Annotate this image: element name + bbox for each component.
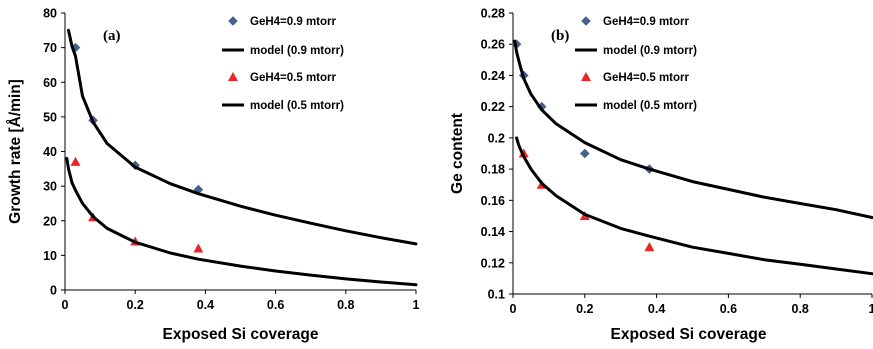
y-axis-title: Growth rate [Å/min]	[7, 79, 24, 224]
y-tick-label: 0.14	[481, 225, 505, 239]
y-tick-label: 80	[43, 7, 57, 21]
x-tick-label: 0.6	[720, 302, 737, 316]
chart-panel-b: 0.1 0.12 0.14 0.16 0.18 0.2 0.22 0.24 0.26 0.28 0 0…	[449, 7, 873, 343]
y-tick-label: 0.24	[481, 69, 505, 83]
series-1	[513, 39, 873, 219]
legend-entry: model (0.5 mtorr)	[250, 100, 344, 112]
model-curve	[513, 39, 873, 219]
y-tick-label: 10	[43, 249, 57, 263]
y-tick-label: 0	[50, 284, 57, 298]
x-tick-label: 0	[510, 302, 517, 316]
series-1	[67, 28, 418, 246]
model-curve	[67, 28, 418, 246]
y-tick-label: 0.18	[481, 163, 505, 177]
panel-label: (b)	[551, 28, 569, 44]
data-point-triangle	[644, 242, 655, 252]
y-tick-label: 30	[43, 180, 57, 194]
data-point-triangle	[193, 243, 204, 253]
x-tick-label: 1	[413, 298, 420, 312]
y-axis-title: Ge content	[449, 113, 466, 194]
x-tick-label: 0.6	[267, 298, 284, 312]
x-tick-label: 0.2	[127, 298, 144, 312]
x-tick-label: 0	[62, 298, 69, 312]
data-point-triangle	[70, 156, 81, 166]
legend-entry: GeH4=0.9 mtorr	[250, 16, 336, 28]
y-tick-label: 0.26	[481, 38, 505, 52]
legend-diamond-marker	[581, 16, 591, 26]
legend: GeH4=0.9 mtorr model (0.9 mtorr) GeH4=0.5 …	[222, 16, 344, 112]
x-tick-label: 0.2	[576, 302, 593, 316]
y-tick-label: 0.28	[481, 7, 505, 21]
series-2	[70, 156, 204, 253]
series-3	[65, 156, 418, 287]
legend: GeH4=0.9 mtorr model (0.9 mtorr) GeH4=0.5 …	[575, 16, 697, 112]
legend-entry: model (0.9 mtorr)	[603, 45, 697, 57]
x-axis-title: Exposed Si coverage	[611, 326, 767, 343]
y-tick-label: 0.2	[488, 131, 505, 145]
y-tick-label: 0.22	[481, 100, 505, 114]
y-tick-label: 60	[43, 76, 57, 90]
legend-entry: model (0.9 mtorr)	[250, 45, 344, 57]
legend-entry: GeH4=0.5 mtorr	[603, 72, 689, 84]
legend-diamond-marker	[228, 16, 238, 26]
chart-panel-a: 0 10 20 30 40 50 60 70 80 0 0.2 0.4 0.6 0.8 1 Exposed S…	[7, 7, 420, 344]
model-curve	[515, 136, 873, 276]
legend-entry: GeH4=0.9 mtorr	[603, 16, 689, 28]
y-tick-label: 0.16	[481, 194, 505, 208]
y-tick-label: 70	[43, 41, 57, 55]
series-3	[515, 136, 873, 276]
x-tick-label: 1	[869, 302, 873, 316]
y-tick-label: 0.12	[481, 256, 505, 270]
y-tick-label: 20	[43, 214, 57, 228]
x-tick-label: 0.4	[648, 302, 665, 316]
x-tick-label: 0.8	[337, 298, 354, 312]
panel-label: (a)	[103, 28, 121, 44]
legend-entry: GeH4=0.5 mtorr	[250, 72, 336, 84]
data-point-diamond	[193, 184, 204, 195]
legend-triangle-marker	[228, 72, 238, 81]
x-axis-title: Exposed Si coverage	[163, 326, 319, 343]
y-tick-label: 0.1	[488, 288, 505, 302]
legend-entry: model (0.5 mtorr)	[603, 100, 697, 112]
x-tick-label: 0.4	[197, 298, 214, 312]
y-tick-label: 40	[43, 145, 57, 159]
data-point-diamond	[580, 148, 590, 159]
legend-triangle-marker	[581, 72, 591, 81]
y-tick-label: 50	[43, 110, 57, 124]
model-curve	[65, 156, 418, 287]
x-tick-label: 0.8	[792, 302, 809, 316]
